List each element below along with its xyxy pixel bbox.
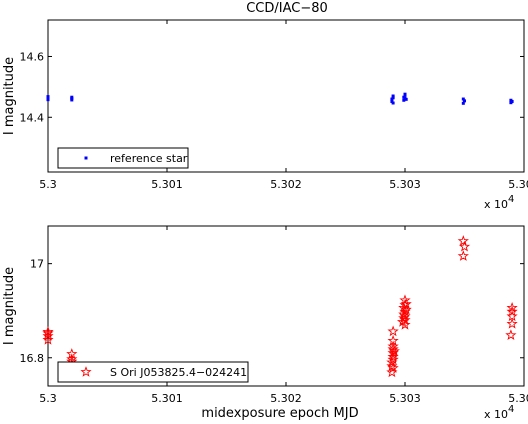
data-point-star (387, 353, 399, 365)
data-point-star (457, 250, 469, 261)
data-point (46, 95, 50, 99)
legend-label: S Ori J053825.4−024241 (110, 366, 247, 379)
data-point-star (400, 298, 412, 309)
x-tick-label: 5.303 (389, 178, 421, 191)
data-point-star (66, 353, 78, 364)
legend: reference star (57, 147, 189, 169)
legend: S Ori J053825.4−024241 (57, 361, 249, 383)
data-point-star (387, 343, 399, 355)
data-point (390, 99, 394, 103)
legend-box (57, 147, 189, 169)
x-multiplier-base: x 10 (484, 408, 508, 421)
data-point-star (42, 333, 54, 345)
y-axis-label: I magnitude (2, 57, 17, 135)
legend-marker (84, 156, 88, 160)
y-tick-label: 17 (30, 258, 44, 271)
data-point-star (387, 350, 399, 362)
data-point (391, 94, 395, 98)
data-point (70, 98, 74, 102)
data-marks (46, 92, 514, 105)
x-multiplier: x 104 (484, 194, 514, 211)
data-point (461, 97, 465, 101)
data-point (461, 101, 465, 105)
x-tick-label: 5.303 (389, 392, 421, 405)
data-point-star (388, 345, 400, 356)
data-point-star (506, 317, 518, 329)
data-point (463, 99, 466, 103)
y-axis-label: I magnitude (2, 267, 17, 345)
x-tick-label: 5.304 (508, 392, 528, 405)
data-point-star (506, 310, 518, 322)
reference-star-panel: 5.3 5.301 5.302 5.303 5.304 14.4 14.6 I magnit… (2, 19, 528, 211)
x-multiplier-exp: 4 (508, 404, 514, 415)
data-point (46, 98, 50, 102)
x-tick-label: 5.301 (151, 392, 183, 405)
data-point (391, 96, 395, 100)
data-point-star (387, 334, 399, 346)
legend-marker (80, 366, 92, 377)
data-point-star (506, 305, 518, 317)
data-point-star (387, 362, 399, 373)
data-point-star (399, 310, 411, 322)
x-axis-label: midexposure epoch MJD (201, 406, 358, 421)
data-point (510, 99, 514, 103)
data-point (404, 97, 408, 101)
x-multiplier-base: x 10 (484, 198, 508, 211)
data-point (70, 95, 74, 99)
x-tick-label: 5.301 (151, 178, 183, 191)
y-tick-label: 14.6 (20, 50, 45, 63)
data-point-star (399, 318, 411, 330)
target-star-panel: 5.3 5.301 5.302 5.303 5.304 16.8 17 I magnitud… (2, 225, 528, 421)
data-point (402, 98, 406, 102)
x-tick-label: 5.3 (39, 392, 57, 405)
data-point-star (42, 330, 54, 341)
y-tick-label: 14.4 (20, 111, 45, 124)
data-point-star (457, 235, 469, 246)
legend-box (57, 361, 249, 383)
legend-label: reference star (110, 152, 188, 165)
tick-group: 5.3 5.301 5.302 5.303 5.304 16.8 17 (20, 226, 528, 405)
x-tick-label: 5.304 (508, 178, 528, 191)
x-tick-label: 5.302 (270, 178, 302, 191)
x-multiplier-exp: 4 (508, 194, 514, 205)
data-point-star (458, 240, 471, 252)
data-point-star (505, 329, 517, 340)
data-point-star (399, 314, 411, 325)
data-point-star (386, 360, 398, 372)
legend-star-icon (80, 366, 92, 377)
data-marks (42, 235, 518, 378)
x-tick-label: 5.302 (270, 392, 302, 405)
tick-group: 5.3 5.301 5.302 5.303 5.304 14.4 14.6 (20, 20, 528, 191)
plot-area-frame (47, 19, 525, 173)
data-point (391, 101, 395, 105)
data-point (403, 92, 407, 96)
data-point-star (387, 325, 399, 337)
y-tick-label: 16.8 (20, 352, 45, 365)
figure-title: CCD/IAC−80 (246, 1, 328, 16)
x-tick-label: 5.3 (39, 178, 57, 191)
x-multiplier: x 104 (484, 404, 514, 421)
data-point-star (506, 301, 518, 313)
data-point-star (42, 325, 54, 337)
data-point-star (66, 348, 78, 359)
